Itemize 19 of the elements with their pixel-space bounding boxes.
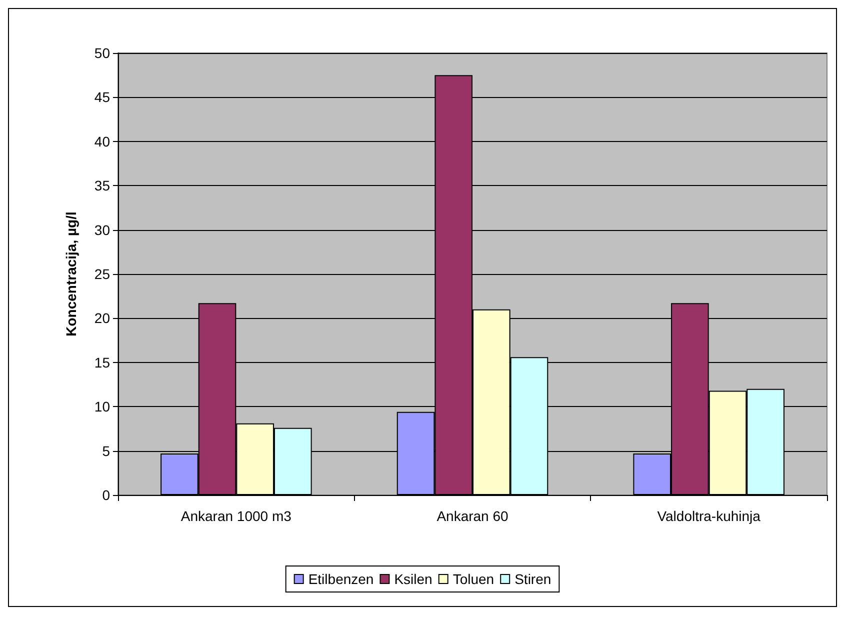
legend-label: Etilbenzen [308, 571, 374, 587]
y-tick-label: 25 [94, 266, 110, 282]
legend-label: Ksilen [394, 571, 432, 587]
legend-label: Stiren [514, 571, 552, 587]
x-tick-label: Ankaran 1000 m3 [180, 508, 292, 524]
legend-label: Toluen [452, 571, 494, 587]
y-axis-title: Koncentracija, µg/l [63, 212, 79, 336]
x-tick-label: Valdoltra-kuhinja [657, 508, 761, 524]
y-tick-label: 15 [94, 354, 110, 370]
y-tick-label: 5 [102, 442, 110, 459]
y-tick-label: 30 [94, 222, 110, 238]
y-tick-label: 10 [94, 398, 110, 415]
y-tick-label: 45 [94, 89, 110, 106]
y-tick-label: 35 [94, 178, 110, 194]
y-tick-label: 0 [102, 487, 110, 503]
y-tick-label: 20 [94, 310, 110, 326]
y-tick-label: 50 [94, 45, 110, 61]
x-tick-label: Ankaran 60 [436, 508, 509, 524]
y-tick-label: 40 [94, 133, 110, 150]
